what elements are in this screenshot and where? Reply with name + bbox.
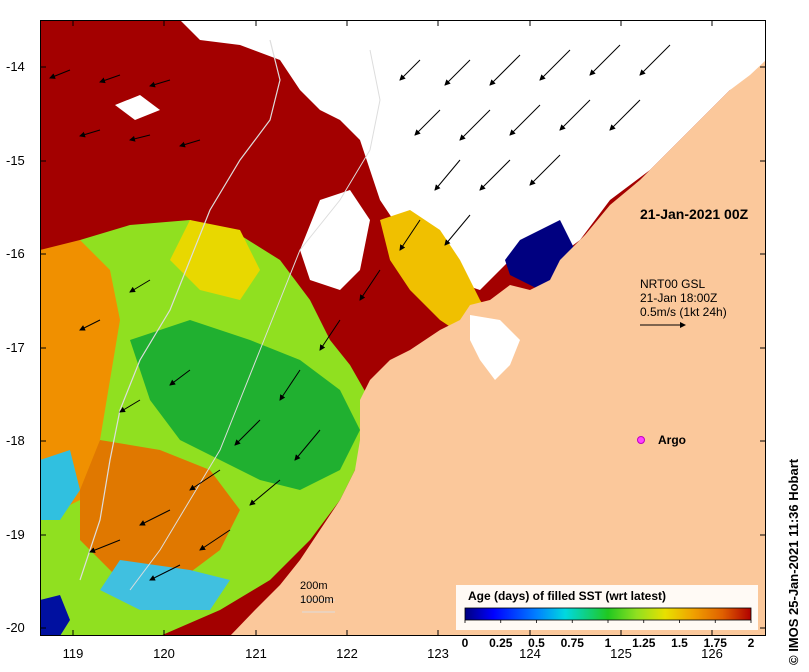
colorbar-tick-label: 0.25 [489, 636, 513, 650]
current-arrows [49, 44, 671, 581]
colorbar-title: Age (days) of filled SST (wrt latest) [468, 589, 667, 603]
lon-label: 119 [62, 646, 84, 661]
colorbar-tick-label: 1 [604, 636, 612, 650]
current-scale: 0.5m/s (1kt 24h) [640, 305, 727, 319]
lon-label: 122 [336, 646, 358, 661]
colorbar [464, 607, 752, 621]
argo-label: Argo [658, 433, 686, 447]
green-sst-core [130, 320, 360, 490]
colorbar-tick-label: 0.75 [560, 636, 584, 650]
colorbar-background [456, 585, 758, 630]
lat-label: -17 [6, 340, 25, 355]
imos-credit: © IMOS 25-Jan-2021 11:36 Hobart [782, 330, 802, 670]
current-source: NRT00 GSL [640, 277, 706, 291]
blue-sst-corner [40, 595, 70, 636]
colorbar-tick-label: 1.5 [671, 636, 688, 650]
lat-label: -20 [6, 620, 25, 635]
lat-label: -19 [6, 527, 25, 542]
date-label: 21-Jan-2021 00Z [640, 206, 749, 222]
lon-label: 125 [610, 646, 632, 661]
axis-ticks [40, 20, 766, 636]
argo-marker [637, 436, 645, 444]
contour-200m [129, 49, 381, 591]
colorbar-ticks [464, 620, 752, 623]
lat-label: -14 [6, 59, 25, 74]
yellow-sst-band [170, 220, 260, 300]
lon-label: 123 [427, 646, 449, 661]
lon-label: 121 [245, 646, 267, 661]
cyan-sst-south [100, 560, 230, 610]
colorbar-tick-label: 1.25 [632, 636, 656, 650]
contour-1000m [79, 39, 281, 581]
imos-credit-text: © IMOS 25-Jan-2021 11:36 Hobart [786, 458, 801, 665]
colorbar-tick-label: 2 [747, 636, 755, 650]
lat-label: -18 [6, 433, 25, 448]
current-time: 21-Jan 18:00Z [640, 291, 718, 305]
cloud-region [180, 20, 766, 290]
cyan-sst-patch [40, 450, 80, 520]
lat-label: -16 [6, 246, 25, 261]
lon-label: 120 [153, 646, 175, 661]
colorbar-tick-label: 0 [461, 636, 469, 650]
colorbar-tick-label: 1.75 [703, 636, 727, 650]
contour-1000m-label: 1000m [300, 594, 334, 606]
coastal-inlet [470, 315, 520, 380]
orange-sst-west [40, 240, 120, 520]
lon-label: 126 [701, 646, 723, 661]
cloud-patch [300, 190, 370, 290]
cloud-patch [115, 95, 160, 120]
lon-label: 124 [519, 646, 541, 661]
sst-map [40, 20, 766, 636]
colorbar-tick-label: 0.5 [528, 636, 545, 650]
contour-200m-label: 200m [300, 580, 328, 592]
lat-label: -15 [6, 153, 25, 168]
